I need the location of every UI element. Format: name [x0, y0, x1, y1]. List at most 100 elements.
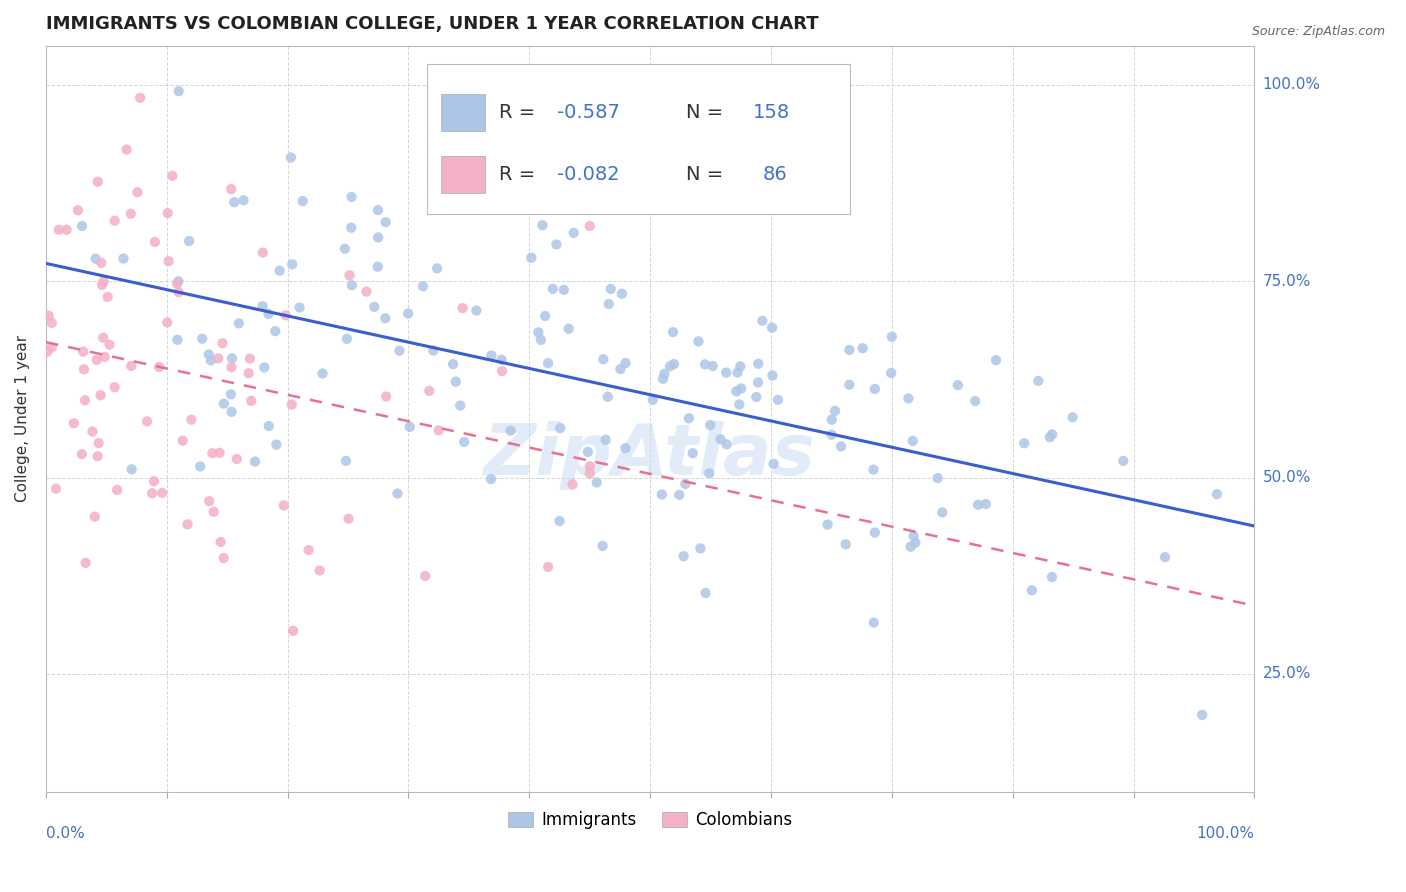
Point	[333, 242, 356, 256]
Point	[900, 540, 922, 554]
Point	[699, 418, 721, 433]
Point	[465, 303, 488, 318]
Point	[1026, 374, 1049, 388]
Point	[70, 219, 93, 233]
Point	[273, 499, 295, 513]
Point	[1191, 707, 1213, 722]
Point	[253, 360, 276, 375]
Point	[451, 301, 474, 315]
Point	[115, 143, 138, 157]
Legend: Immigrants, Colombians: Immigrants, Colombians	[502, 805, 799, 836]
Point	[537, 356, 560, 370]
Point	[225, 452, 247, 467]
Text: 25.0%: 25.0%	[1263, 666, 1310, 681]
Point	[530, 333, 553, 347]
Point	[641, 392, 664, 407]
Point	[87, 436, 110, 450]
Point	[534, 309, 557, 323]
Text: 75.0%: 75.0%	[1263, 274, 1310, 289]
Point	[37, 344, 59, 359]
Point	[747, 357, 769, 371]
Point	[388, 343, 411, 358]
Point	[863, 382, 886, 396]
Point	[578, 467, 600, 481]
Text: 100.0%: 100.0%	[1263, 78, 1320, 93]
Point	[444, 375, 467, 389]
Point	[166, 277, 188, 291]
Point	[592, 352, 614, 367]
Point	[716, 366, 738, 380]
Point	[374, 311, 396, 326]
Point	[561, 477, 583, 491]
Point	[228, 316, 250, 330]
Point	[688, 334, 710, 349]
Point	[553, 283, 575, 297]
Point	[766, 392, 789, 407]
Point	[70, 447, 93, 461]
Point	[308, 564, 330, 578]
Point	[747, 376, 769, 390]
Point	[520, 251, 543, 265]
Point	[610, 286, 633, 301]
Point	[141, 486, 163, 500]
Point	[252, 245, 274, 260]
Point	[197, 347, 219, 361]
Point	[595, 433, 617, 447]
Point	[927, 471, 949, 485]
Point	[651, 487, 673, 501]
Point	[901, 434, 924, 448]
Point	[693, 357, 716, 371]
Point	[281, 398, 304, 412]
Point	[75, 556, 97, 570]
Point	[73, 393, 96, 408]
Point	[974, 497, 997, 511]
Point	[1040, 570, 1063, 584]
Point	[835, 537, 858, 551]
Point	[821, 412, 844, 426]
Text: 50.0%: 50.0%	[1263, 470, 1310, 485]
Point	[398, 420, 420, 434]
Point	[337, 512, 360, 526]
Point	[55, 222, 77, 236]
FancyBboxPatch shape	[441, 156, 485, 194]
Point	[578, 219, 600, 233]
Point	[93, 350, 115, 364]
Point	[730, 359, 752, 374]
Point	[546, 237, 568, 252]
Point	[654, 367, 676, 381]
Point	[609, 362, 631, 376]
Point	[931, 505, 953, 519]
Point	[830, 439, 852, 453]
Point	[97, 290, 120, 304]
Point	[557, 322, 579, 336]
Point	[852, 341, 875, 355]
Point	[728, 397, 751, 411]
Point	[1062, 410, 1084, 425]
Point	[121, 462, 143, 476]
Point	[156, 206, 179, 220]
Point	[453, 434, 475, 449]
Point	[167, 84, 190, 98]
Point	[1040, 427, 1063, 442]
Point	[157, 254, 180, 268]
Point	[449, 399, 471, 413]
Point	[311, 367, 333, 381]
Text: 158: 158	[752, 103, 790, 122]
Point	[727, 366, 749, 380]
Point	[274, 309, 297, 323]
Point	[269, 263, 291, 277]
Point	[297, 543, 319, 558]
Point	[180, 412, 202, 426]
Y-axis label: College, Under 1 year: College, Under 1 year	[15, 335, 30, 502]
Point	[335, 454, 357, 468]
Point	[209, 535, 232, 549]
Point	[678, 411, 700, 425]
Point	[48, 223, 70, 237]
Point	[880, 366, 903, 380]
Point	[224, 195, 246, 210]
Point	[90, 388, 112, 402]
Point	[166, 333, 188, 347]
Point	[120, 359, 142, 373]
Point	[150, 486, 173, 500]
Point	[112, 252, 135, 266]
